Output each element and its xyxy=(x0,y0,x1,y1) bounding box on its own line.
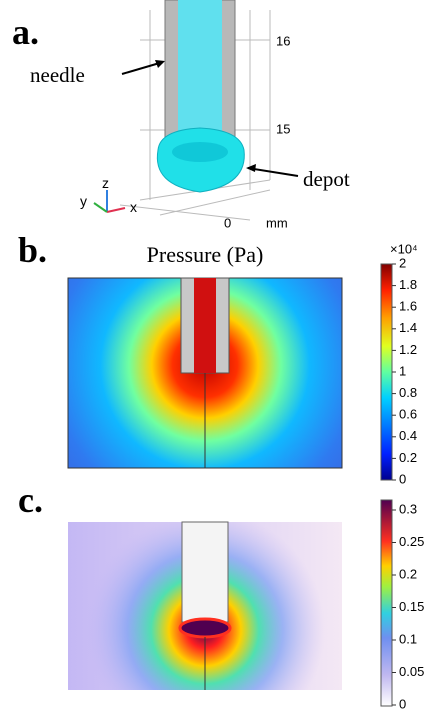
colorbar-tick-label: 0.05 xyxy=(399,664,424,679)
colorbar-tick-label: 2 xyxy=(399,255,406,270)
colorbar-ticks: 0.3 0.25 0.2 0.15 0.1 0.05 0 xyxy=(392,501,424,711)
axis-name: z xyxy=(102,175,109,191)
panel-label: c. xyxy=(18,480,43,520)
colorbar-exponent: ×10⁴ xyxy=(390,241,418,256)
panel-label: a. xyxy=(12,12,39,52)
colorbar-tick-label: 0 xyxy=(399,471,406,486)
colorbar-tick-label: 0.3 xyxy=(399,501,417,516)
axis-tick: 15 xyxy=(276,121,290,136)
colorbar-tick-label: 0 xyxy=(399,696,406,711)
colorbar-tick-label: 0.25 xyxy=(399,534,424,549)
colorbar-tick-label: 0.2 xyxy=(399,450,417,465)
colorbar-tick-label: 0.8 xyxy=(399,385,417,400)
needle-core xyxy=(194,278,216,373)
colorbar-ticks: 2 1.8 1.6 1.4 1.2 1 0.8 0.6 0.4 0.2 0 xyxy=(392,255,417,486)
panel-title: Pressure (Pa) xyxy=(147,242,264,267)
axis-tick: 0 xyxy=(224,215,231,230)
colorbar-tick-label: 1 xyxy=(399,363,406,378)
colorbar-tick-label: 1.8 xyxy=(399,277,417,292)
panel-label: b. xyxy=(18,230,47,270)
arrow xyxy=(121,61,164,75)
colorbar-tick-label: 0.2 xyxy=(399,566,417,581)
colorbar-tick-label: 1.4 xyxy=(399,320,417,335)
colorbar-tick-label: 1.2 xyxy=(399,342,417,357)
axis-name: x xyxy=(130,199,137,215)
colorbar-tick-label: 0.6 xyxy=(399,407,417,422)
colorbar-tick-label: 0.15 xyxy=(399,599,424,614)
annotation: needle xyxy=(30,63,85,87)
depot-top xyxy=(172,142,228,162)
colorbar xyxy=(380,263,393,481)
arrow-head xyxy=(155,60,165,68)
arrow xyxy=(247,167,299,177)
depot-top xyxy=(178,617,232,639)
axis-triad: z y x xyxy=(80,175,137,215)
colorbar-tick-label: 0.1 xyxy=(399,631,417,646)
colorbar-tick-label: 0.4 xyxy=(399,428,417,443)
annotation: depot xyxy=(303,167,350,191)
axis-unit: mm xyxy=(266,215,288,230)
axis-tick: 16 xyxy=(276,33,290,48)
colorbar xyxy=(380,499,393,707)
colorbar-tick-label: 1.6 xyxy=(399,299,417,314)
arrow-head xyxy=(246,164,256,172)
axis-name: y xyxy=(80,193,87,209)
needle-shape xyxy=(181,521,229,623)
